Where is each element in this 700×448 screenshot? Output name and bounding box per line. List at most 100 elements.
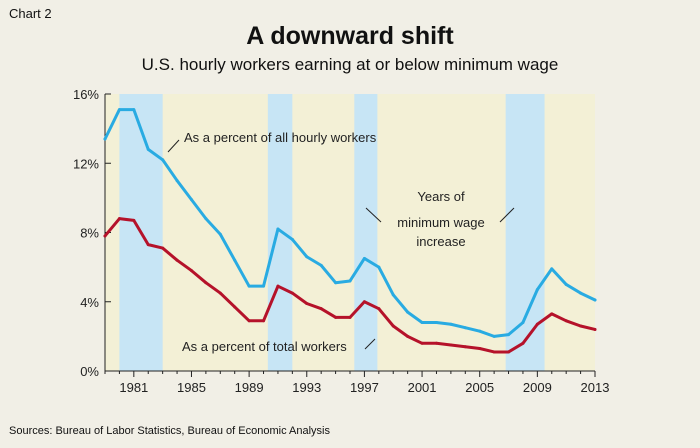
data-point	[218, 291, 222, 295]
data-point	[334, 281, 338, 285]
x-axis: 1981 1985 1989 1993 1997 2001 2005 2009 2013	[104, 370, 610, 395]
data-point	[334, 315, 338, 319]
y-tick-label: 16%	[73, 87, 99, 102]
data-point	[348, 315, 352, 319]
data-point	[103, 137, 107, 141]
data-point	[262, 284, 266, 288]
data-point	[492, 350, 496, 354]
data-point	[218, 232, 222, 236]
x-tick-label: 1997	[350, 380, 379, 395]
data-point	[535, 288, 539, 292]
data-point	[103, 234, 107, 238]
chart-subtitle: U.S. hourly workers earning at or below …	[141, 55, 559, 74]
data-point	[593, 298, 597, 302]
shade-band-2	[354, 94, 378, 371]
data-point	[290, 237, 294, 241]
x-tick-label: 2001	[408, 380, 437, 395]
data-point	[377, 265, 381, 269]
shade-band-3	[505, 94, 545, 371]
annotation-leader-total-workers	[364, 338, 376, 350]
shade-band-1	[267, 94, 293, 371]
data-point	[550, 267, 554, 271]
y-tick-label: 0%	[80, 364, 99, 379]
data-point	[319, 307, 323, 311]
data-point	[492, 334, 496, 338]
chart-number-label: Chart 2	[9, 6, 52, 21]
data-point	[161, 246, 165, 250]
data-point	[579, 324, 583, 328]
x-tick-label: 1985	[177, 380, 206, 395]
data-point	[449, 322, 453, 326]
data-point	[247, 284, 251, 288]
data-point	[377, 307, 381, 311]
data-point	[146, 147, 150, 151]
x-tick-label: 1993	[292, 380, 321, 395]
y-tick-label: 4%	[80, 295, 99, 310]
x-tick-label: 1989	[235, 380, 264, 395]
data-point	[305, 255, 309, 259]
data-point	[362, 300, 366, 304]
source-note: Sources: Bureau of Labor Statistics, Bur…	[9, 425, 330, 437]
annotation-min-wage-line-3: increase	[416, 234, 465, 249]
data-point	[204, 217, 208, 221]
x-tick-label: 2005	[465, 380, 494, 395]
x-tick-label: 1981	[119, 380, 148, 395]
data-point	[406, 334, 410, 338]
annotation-leader-all-hourly	[167, 139, 180, 153]
data-point	[463, 345, 467, 349]
data-point	[146, 243, 150, 247]
data-point	[434, 321, 438, 325]
x-tick-label: 2009	[523, 380, 552, 395]
data-point	[507, 333, 511, 337]
series-lines	[103, 108, 597, 354]
data-point	[175, 258, 179, 262]
data-point	[233, 258, 237, 262]
data-point	[391, 324, 395, 328]
data-point	[507, 350, 511, 354]
data-point	[463, 326, 467, 330]
data-point	[593, 327, 597, 331]
data-point	[276, 227, 280, 231]
data-point	[161, 158, 165, 162]
annotation-leader-min-wage-right	[499, 207, 515, 223]
data-point	[132, 218, 136, 222]
data-point	[420, 341, 424, 345]
data-point	[204, 281, 208, 285]
x-tick-label: 2013	[581, 380, 610, 395]
data-point	[276, 284, 280, 288]
data-point	[391, 293, 395, 297]
data-point	[305, 301, 309, 305]
data-point	[579, 291, 583, 295]
data-point	[290, 291, 294, 295]
annotation-min-wage-line-2: minimum wage	[397, 215, 484, 230]
data-point	[262, 319, 266, 323]
data-point	[319, 263, 323, 267]
data-point	[535, 322, 539, 326]
data-point	[189, 269, 193, 273]
data-point	[478, 346, 482, 350]
data-point	[117, 108, 121, 112]
data-point	[564, 319, 568, 323]
data-point	[449, 343, 453, 347]
annotation-all-hourly: As a percent of all hourly workers	[184, 130, 377, 145]
shaded-ranges	[119, 94, 545, 371]
data-point	[521, 321, 525, 325]
data-point	[117, 217, 121, 221]
data-point	[247, 319, 251, 323]
data-point	[478, 329, 482, 333]
data-point	[420, 321, 424, 325]
data-point	[521, 341, 525, 345]
data-point	[189, 198, 193, 202]
data-point	[550, 312, 554, 316]
data-point	[175, 179, 179, 183]
data-point	[362, 256, 366, 260]
annotation-leader-min-wage-left	[365, 207, 382, 223]
data-point	[434, 341, 438, 345]
chart-title: A downward shift	[246, 22, 454, 50]
annotation-min-wage-line-1: Years of	[417, 189, 465, 204]
y-tick-label: 12%	[73, 156, 99, 171]
annotations: As a percent of all hourly workers Years…	[167, 130, 515, 354]
data-point	[564, 282, 568, 286]
y-tick-label: 8%	[80, 226, 99, 241]
